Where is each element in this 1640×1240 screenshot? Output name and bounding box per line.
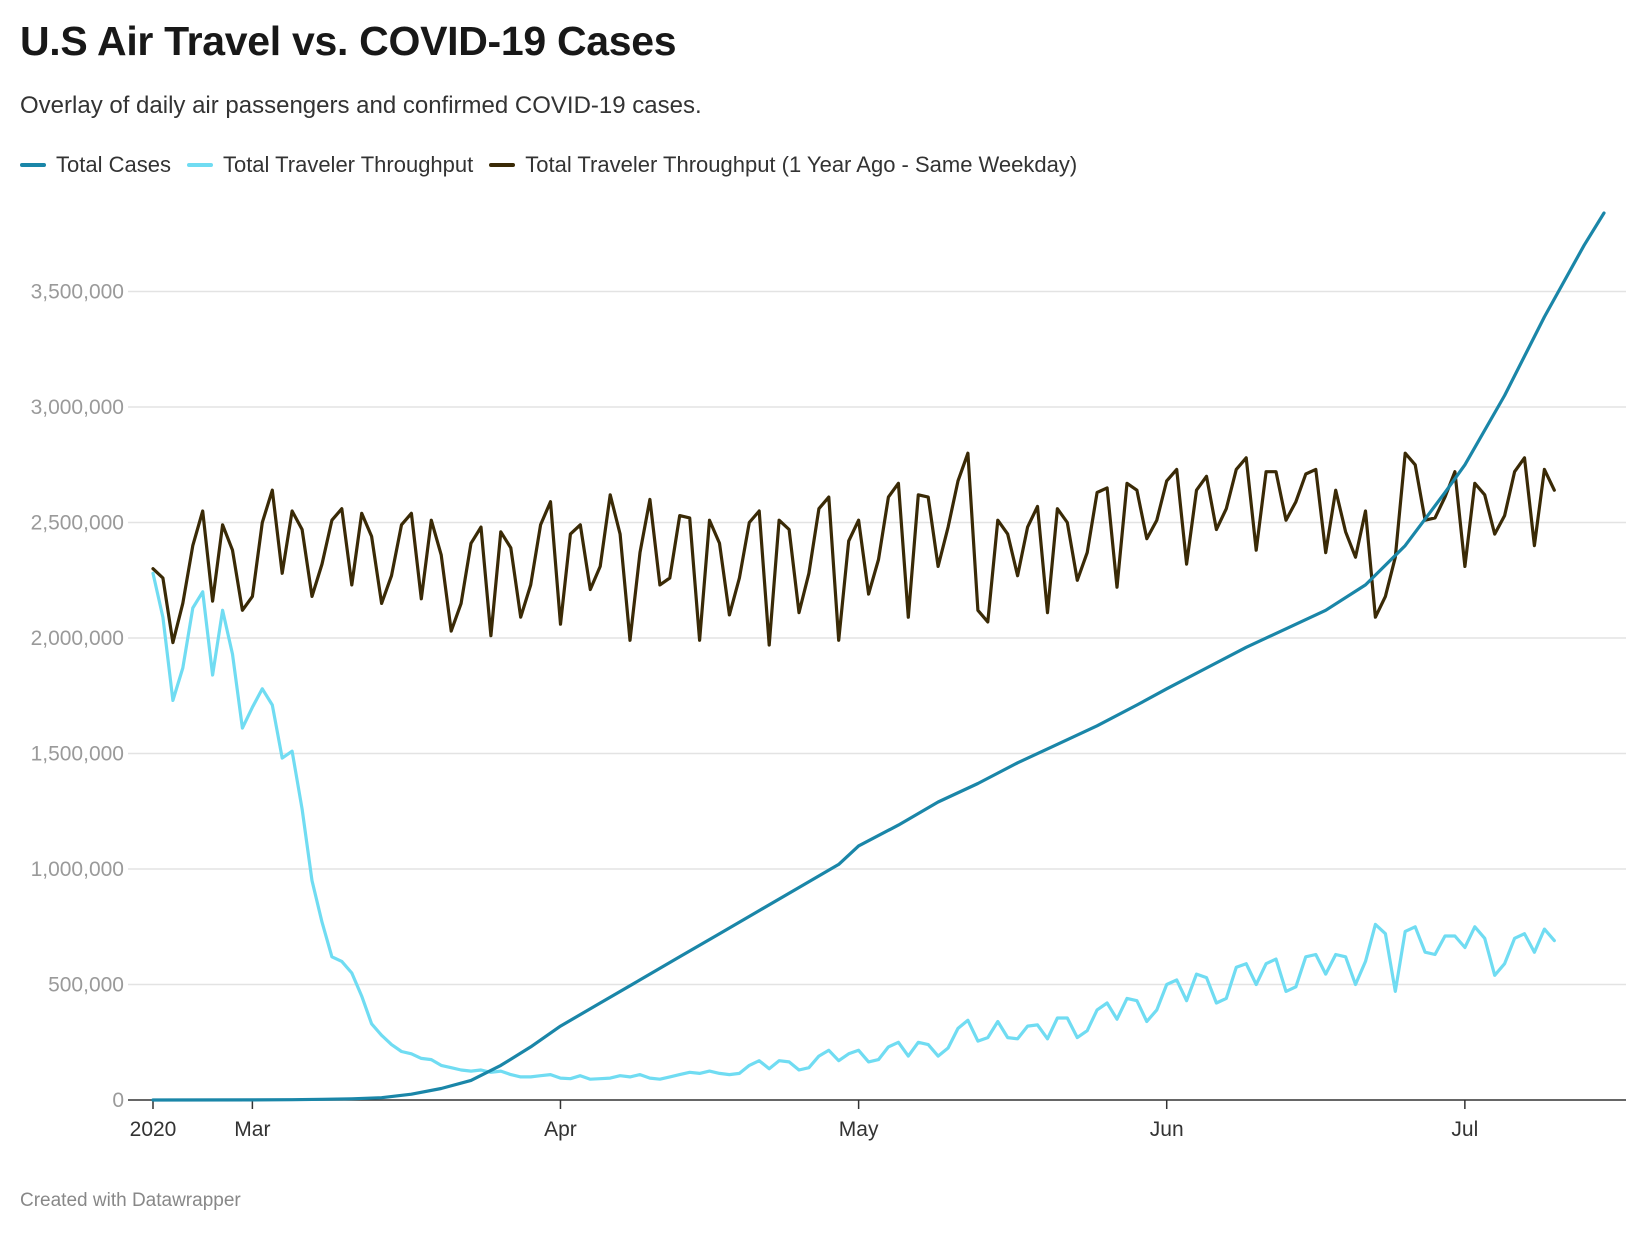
legend-label-throughput-1-year-ago: Total Traveler Throughput (1 Year Ago - … (525, 152, 1078, 177)
series-line-total-cases (151, 211, 1606, 1102)
y-tick-label: 500,000 (48, 974, 124, 997)
legend-label-total-traveler-throughput: Total Traveler Throughput (222, 152, 474, 177)
legend-label-total-cases: Total Cases (56, 152, 171, 177)
x-tick-label: Jun (1150, 1118, 1184, 1141)
x-tick-label: Apr (544, 1118, 577, 1141)
y-tick-label: 0 (112, 1089, 124, 1112)
legend-swatch-total-cases (20, 163, 46, 167)
y-tick-label: 2,000,000 (31, 627, 124, 650)
x-tick-label: Mar (234, 1118, 270, 1141)
y-tick-label: 3,000,000 (31, 396, 124, 419)
x-tick-label: 2020 (130, 1118, 177, 1141)
x-tick-label: May (839, 1118, 879, 1141)
chart-title: U.S Air Travel vs. COVID-19 Cases (20, 18, 677, 64)
y-tick-label: 1,500,000 (31, 743, 124, 766)
legend-item-total-cases: Total Cases (20, 152, 171, 178)
series-line-total-traveler-throughput-1-year-ago-same-weekday (151, 451, 1556, 647)
line-chart: 0 500,000 1,000,000 1,500,000 2,000,000 2,500… (31, 211, 1626, 1141)
legend-item-total-traveler-throughput: Total Traveler Throughput (186, 152, 474, 178)
footer-credit: Created with Datawrapper (20, 1190, 241, 1211)
y-tick-label: 3,500,000 (31, 281, 124, 304)
y-tick-label: 2,500,000 (31, 512, 124, 535)
legend-item-throughput-1-year-ago: Total Traveler Throughput (1 Year Ago - … (489, 152, 1077, 178)
chart-subtitle: Overlay of daily air passengers and conf… (20, 92, 702, 119)
legend-swatch-total-traveler-throughput (186, 163, 213, 167)
legend: Total Cases Total Traveler Throughput To… (20, 152, 1093, 178)
x-tick-label: Jul (1451, 1118, 1478, 1141)
y-tick-label: 1,000,000 (31, 858, 124, 881)
series-line-total-traveler-throughput (151, 571, 1556, 1081)
legend-swatch-throughput-1-year-ago (489, 163, 516, 167)
